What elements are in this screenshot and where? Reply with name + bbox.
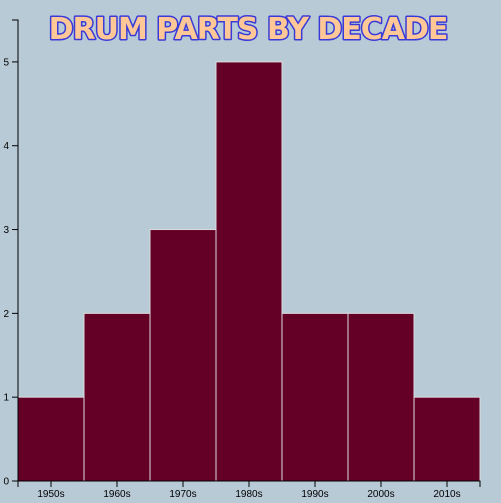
x-tick-label-1980s: 1980s [235, 489, 262, 500]
x-tick-label-1970s: 1970s [169, 489, 196, 500]
bar-1970s [149, 229, 217, 482]
x-tick-label-1990s: 1990s [301, 489, 328, 500]
x-axis: 1950s 1960s 1970s 1980s 1990s 2000s 2010s [17, 480, 481, 500]
bars-layer [17, 61, 481, 482]
y-tick-label-2: 2 [3, 309, 9, 320]
bar-1980s [215, 61, 283, 482]
x-tick-label-2000s: 2000s [367, 489, 394, 500]
y-tick-label-4: 4 [3, 141, 9, 152]
y-tick-label-0: 0 [3, 477, 9, 488]
bar-2010s [413, 396, 481, 482]
chart-title: DRUM PARTS BY DECADE [49, 12, 448, 47]
y-tick-label-3: 3 [3, 225, 9, 236]
y-axis-line [12, 19, 19, 482]
bar-1950s [17, 396, 85, 482]
x-tick-label-1950s: 1950s [37, 489, 64, 500]
y-axis: 0 1 2 3 4 5 [3, 19, 19, 488]
y-tick-label-5: 5 [3, 57, 9, 68]
bar-1990s [281, 312, 349, 482]
bar-1960s [83, 312, 151, 482]
x-tick-label-2010s: 2010s [433, 489, 460, 500]
bar-2000s [347, 312, 415, 482]
y-tick-label-1: 1 [3, 393, 9, 404]
x-tick-label-1960s: 1960s [103, 489, 130, 500]
